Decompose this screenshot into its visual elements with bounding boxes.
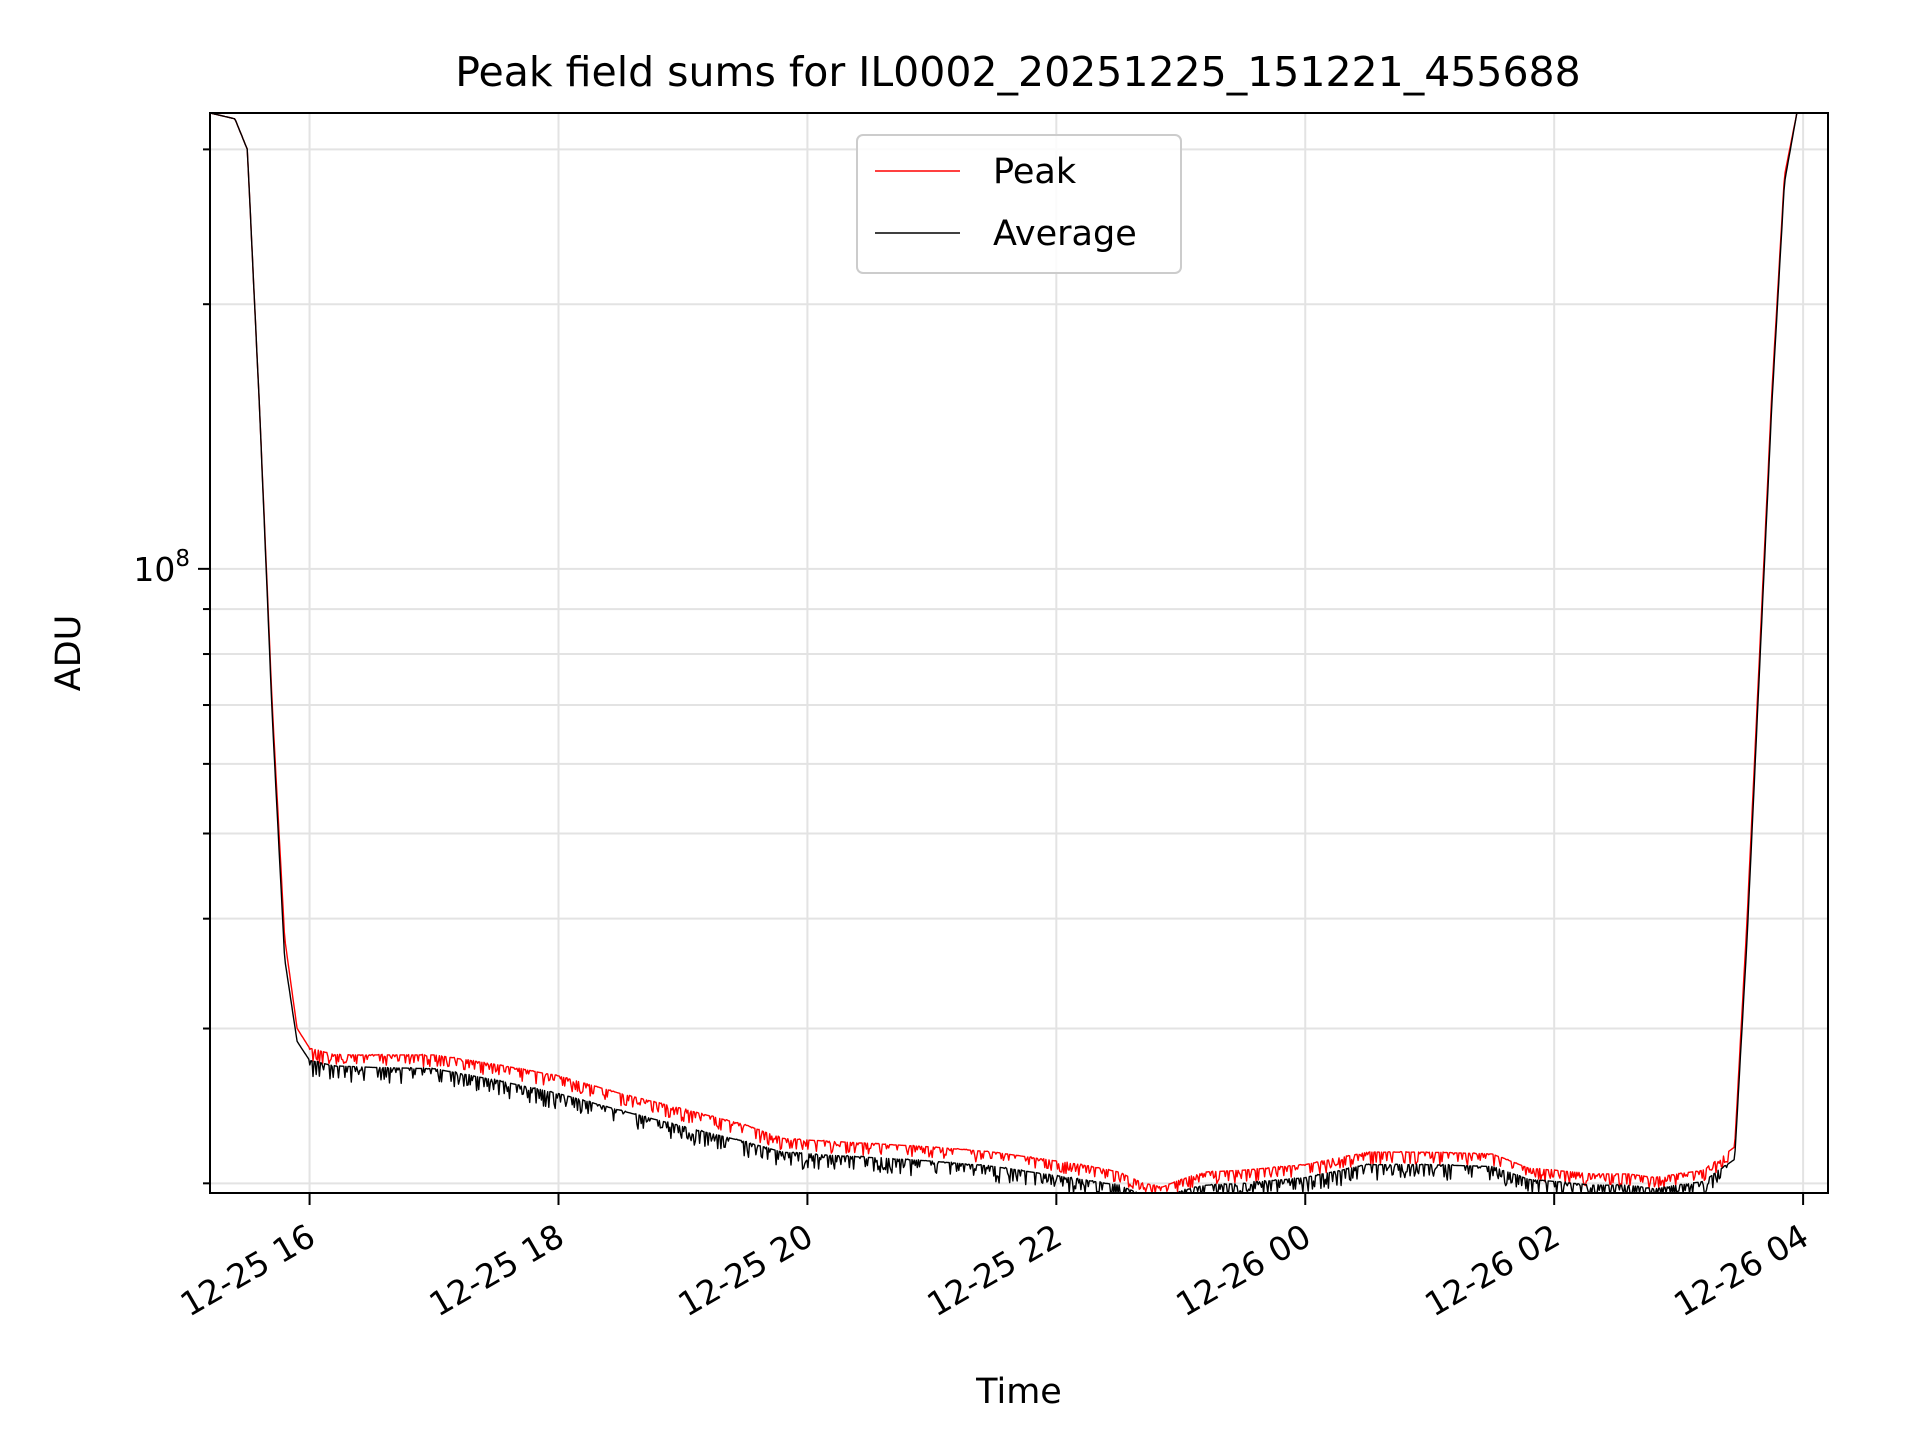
x-tick-label: 12-26 04 <box>1667 1216 1815 1324</box>
legend: Peak Average <box>856 134 1182 274</box>
x-tick-label: 12-25 22 <box>920 1216 1068 1324</box>
x-axis-label: Time <box>975 1372 1062 1412</box>
plot-series <box>209 112 1804 1194</box>
y-tick-label: 108 <box>133 546 190 589</box>
series-line-peak <box>209 112 1804 1194</box>
legend-box <box>856 134 1182 274</box>
x-tick-label: 12-26 00 <box>1169 1216 1317 1324</box>
y-axis-ticks: 108 <box>133 148 210 1185</box>
x-axis-ticks: 12-25 16 12-25 18 12-25 20 12-25 22 12-26 00… <box>174 1193 1815 1324</box>
legend-label-average: Average <box>993 214 1137 254</box>
y-axis-label: ADU <box>49 615 89 692</box>
x-tick-label: 12-25 18 <box>422 1216 570 1324</box>
x-tick-label: 12-25 16 <box>174 1216 322 1324</box>
plot-area-frame <box>209 112 1829 1194</box>
chart-title: Peak field sums for IL0002_20251225_1512… <box>455 48 1580 96</box>
legend-label-peak: Peak <box>993 152 1077 192</box>
x-tick-label: 12-26 02 <box>1418 1216 1566 1324</box>
x-tick-label: 12-25 20 <box>671 1216 819 1324</box>
grid <box>210 113 1828 1193</box>
series-line-average <box>209 112 1804 1194</box>
